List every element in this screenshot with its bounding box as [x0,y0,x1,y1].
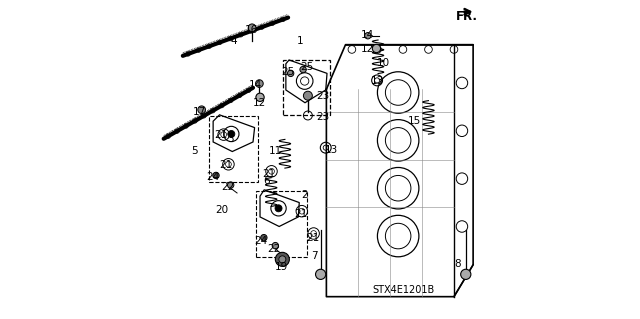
Circle shape [213,172,219,179]
Text: FR.: FR. [456,10,477,23]
Text: 24: 24 [206,172,219,182]
Text: 17: 17 [193,107,206,117]
Text: 20: 20 [216,204,228,215]
Circle shape [300,66,307,73]
Circle shape [227,182,234,188]
Text: 16: 16 [244,25,258,35]
Text: STX4E1201B: STX4E1201B [372,285,435,295]
Text: 7: 7 [311,251,317,261]
Text: 5: 5 [191,145,198,156]
Text: 22: 22 [267,244,280,254]
Circle shape [287,70,294,77]
Text: 21: 21 [220,160,232,170]
Text: 23: 23 [317,112,330,122]
Circle shape [365,33,371,39]
Text: 10: 10 [377,58,390,68]
Circle shape [316,269,326,279]
Text: 14: 14 [360,30,374,40]
Circle shape [256,93,264,101]
Circle shape [275,205,282,212]
Text: 6: 6 [264,176,270,186]
Circle shape [303,91,312,100]
Circle shape [279,256,286,263]
Text: 13: 13 [325,145,339,155]
Text: 21: 21 [214,130,227,140]
Text: 1: 1 [297,36,303,46]
Text: 12: 12 [361,44,374,55]
Text: 22: 22 [221,182,234,192]
Text: 4: 4 [230,36,237,47]
Text: 13: 13 [371,76,384,86]
Text: 8: 8 [454,259,461,269]
Text: 2: 2 [301,190,308,200]
Circle shape [272,242,278,249]
Text: 24: 24 [254,236,268,246]
Text: 14: 14 [249,80,262,91]
Circle shape [228,130,235,137]
Text: 23: 23 [317,91,330,101]
Text: 21: 21 [294,209,307,219]
Bar [256,191,307,257]
Text: 11: 11 [269,145,282,156]
Text: 21: 21 [262,169,276,179]
Circle shape [248,24,256,32]
Text: 25: 25 [281,67,294,77]
Text: 19: 19 [275,262,289,272]
Text: 3: 3 [227,134,234,144]
Circle shape [260,234,267,241]
Circle shape [461,269,471,279]
Circle shape [198,106,205,114]
Bar [209,116,259,182]
Text: 15: 15 [408,116,420,126]
Text: 25: 25 [301,62,314,72]
Circle shape [255,80,263,87]
Bar [283,60,330,115]
Circle shape [372,44,381,53]
Circle shape [275,252,289,266]
Text: 12: 12 [253,98,266,108]
Text: 21: 21 [307,233,319,243]
